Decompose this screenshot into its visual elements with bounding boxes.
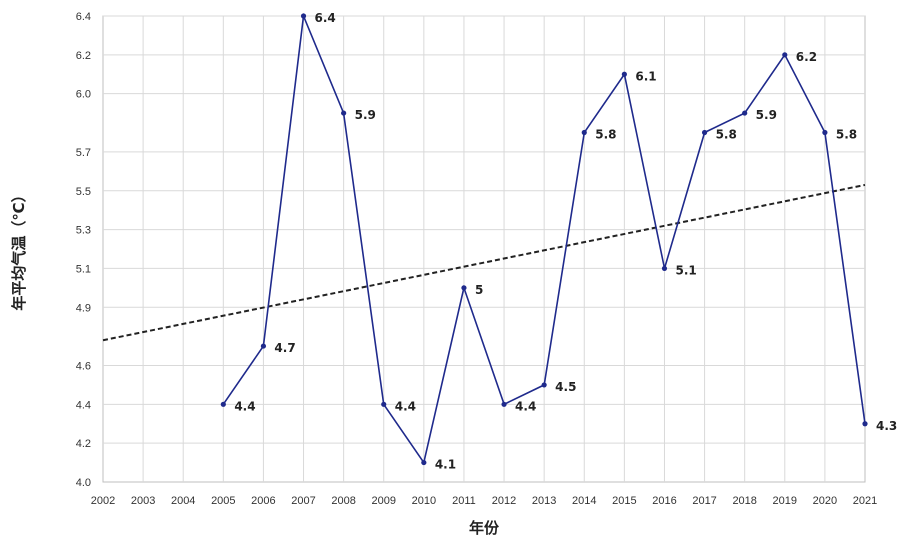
- data-point: [501, 401, 507, 407]
- data-label: 5: [475, 283, 483, 297]
- data-label: 4.4: [234, 399, 255, 413]
- x-tick-label: 2008: [331, 495, 355, 507]
- x-tick-label: 2002: [91, 495, 115, 507]
- x-tick-label: 2015: [612, 495, 636, 507]
- y-tick-label: 4.9: [76, 302, 91, 314]
- data-label: 5.8: [716, 128, 737, 142]
- data-point: [782, 52, 788, 58]
- y-tick-label: 5.1: [76, 263, 91, 275]
- data-point: [421, 459, 427, 466]
- y-tick-label: 4.6: [76, 361, 91, 373]
- data-label: 6.1: [635, 69, 656, 83]
- x-tick-label: 2017: [692, 495, 716, 507]
- data-label: 4.5: [555, 380, 576, 394]
- y-axis-title: 年平均气温（℃）: [10, 187, 28, 310]
- y-tick-label: 6.4: [76, 11, 91, 23]
- x-tick-label: 2004: [171, 495, 195, 507]
- data-point: [461, 285, 467, 291]
- data-label: 4.4: [515, 399, 536, 413]
- data-label: 6.2: [796, 50, 817, 64]
- data-label: 4.3: [876, 419, 897, 433]
- data-point: [742, 110, 748, 116]
- x-tick-label: 2019: [773, 495, 797, 507]
- x-tick-label: 2005: [211, 495, 235, 507]
- x-tick-label: 2016: [652, 495, 676, 507]
- data-point: [581, 129, 587, 136]
- x-tick-label: 2013: [532, 495, 556, 507]
- data-label: 4.4: [395, 399, 416, 413]
- data-label: 5.8: [595, 128, 616, 142]
- data-point: [541, 382, 547, 388]
- x-tick-label: 2006: [251, 495, 275, 507]
- data-point: [862, 421, 868, 427]
- x-tick-label: 2010: [412, 495, 436, 507]
- series-group: [220, 12, 868, 466]
- data-point: [341, 110, 347, 116]
- x-axis-title: 年份: [469, 519, 500, 537]
- data-point: [822, 129, 828, 136]
- data-labels: 4.4 4.7 6.4 5.9 4.4 4.1 5 4.4 4.5 5.8 6.1 5.1 5.8 5.9…: [234, 11, 897, 472]
- data-point: [701, 129, 708, 136]
- x-tick-label: 2011: [452, 495, 476, 507]
- data-label: 5.9: [756, 108, 777, 122]
- y-tick-label: 4.4: [76, 399, 91, 411]
- data-label: 4.1: [435, 458, 456, 472]
- data-label: 5.1: [675, 263, 696, 277]
- data-label: 5.9: [355, 108, 376, 122]
- data-point: [300, 13, 307, 19]
- data-point: [260, 343, 267, 349]
- y-tick-label: 5.7: [76, 147, 91, 159]
- y-tick-label: 6.0: [76, 89, 91, 101]
- x-tick-label: 2020: [813, 495, 837, 507]
- x-tick-label: 2009: [371, 495, 395, 507]
- x-tick-label: 2003: [131, 495, 155, 507]
- y-tick-label: 4.2: [76, 438, 91, 450]
- data-label: 5.8: [836, 128, 857, 142]
- trendline: [102, 183, 866, 342]
- x-tick-label: 2018: [732, 495, 756, 507]
- x-tick-label: 2012: [492, 495, 516, 507]
- plot-area: [102, 15, 866, 483]
- data-label: 6.4: [315, 11, 336, 25]
- y-tick-label: 6.2: [76, 50, 91, 62]
- x-axis-ticks: 2002 2003 2004 2005 2006 2007 2008 2009 2010 2011…: [91, 495, 877, 507]
- y-tick-label: 5.3: [76, 225, 91, 237]
- data-label: 4.7: [274, 341, 295, 355]
- x-tick-label: 2014: [572, 495, 596, 507]
- y-tick-label: 4.0: [76, 477, 91, 489]
- y-axis-ticks: 4.0 4.2 4.4 4.6 4.9 5.1 5.3 5.5 5.7 6.0 6.2 6.4: [76, 11, 91, 489]
- trendline-group: [102, 183, 866, 342]
- x-tick-label: 2007: [291, 495, 315, 507]
- y-tick-label: 5.5: [76, 186, 91, 198]
- data-point: [220, 401, 226, 407]
- data-point: [381, 401, 387, 407]
- data-point: [661, 265, 668, 272]
- x-tick-label: 2021: [853, 495, 877, 507]
- data-point: [621, 71, 627, 77]
